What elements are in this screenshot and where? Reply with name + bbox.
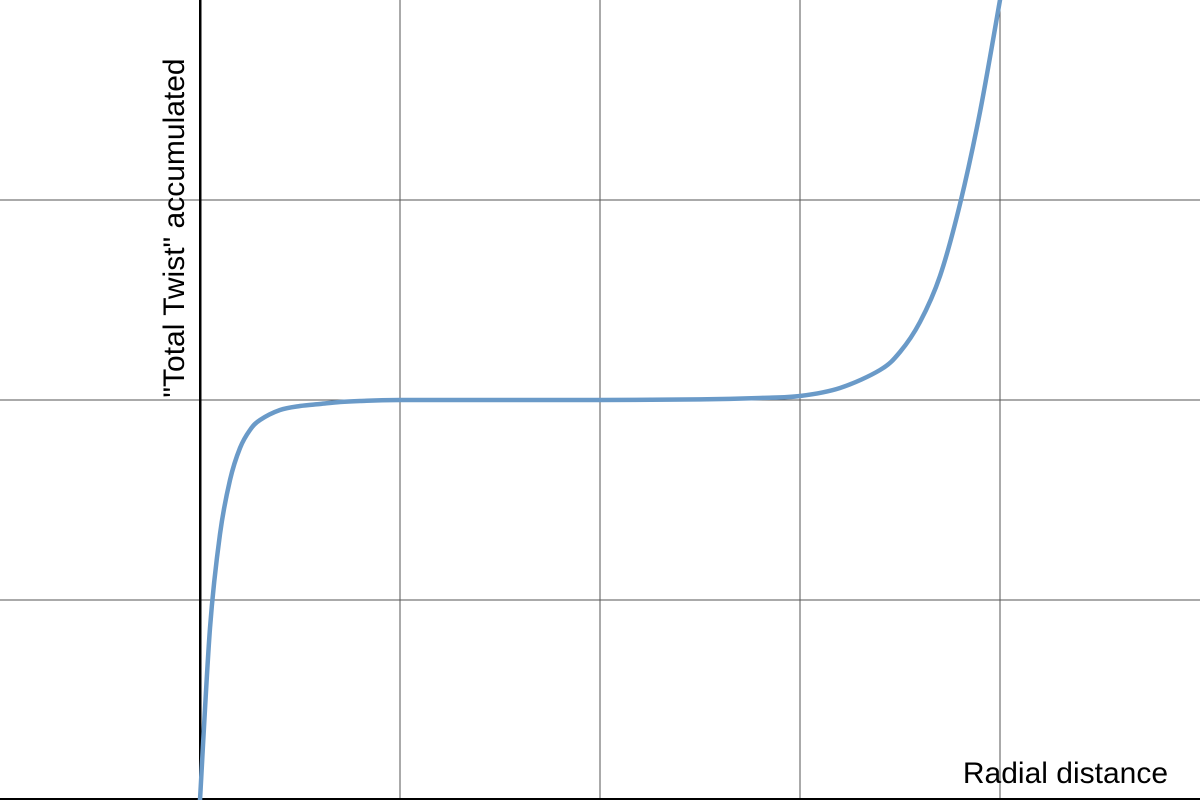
y-axis-label: "Total Twist" accumulated	[158, 58, 191, 397]
series-layer	[197, 0, 1003, 800]
series-line	[197, 0, 1003, 800]
x-axis-label: Radial distance	[963, 757, 1168, 790]
